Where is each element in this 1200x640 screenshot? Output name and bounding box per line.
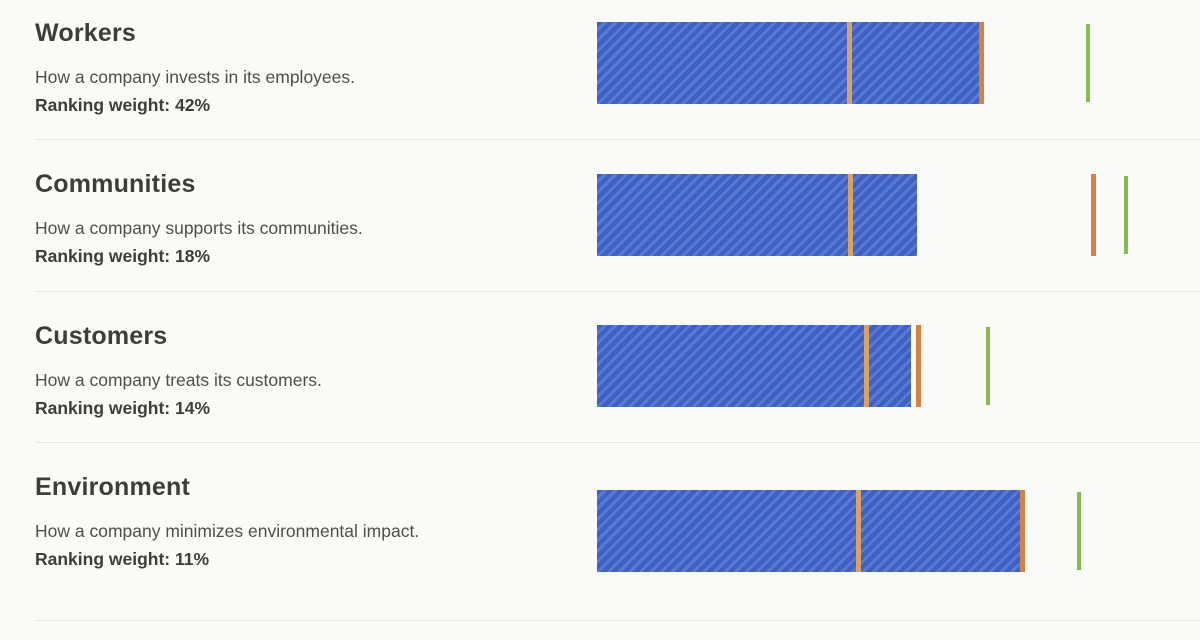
category-info: Customers How a company treats its custo…	[35, 321, 575, 420]
category-info: Environment How a company minimizes envi…	[35, 472, 575, 571]
benchmark-marker-orange-2	[979, 22, 985, 104]
score-chart	[597, 22, 1200, 104]
category-row-customers: Customers How a company treats its custo…	[0, 292, 1200, 443]
category-title: Communities	[35, 170, 196, 198]
benchmark-marker-orange-1	[864, 325, 870, 407]
category-row-environment: Environment How a company minimizes envi…	[0, 443, 1200, 621]
score-bar	[597, 174, 918, 256]
benchmark-marker-orange-1	[847, 22, 853, 104]
benchmark-marker-green	[985, 327, 990, 405]
category-row-communities: Communities How a company supports its c…	[0, 140, 1200, 292]
category-description: How a company invests in its employees.	[35, 67, 355, 87]
benchmark-marker-orange-1	[847, 174, 853, 256]
row-divider	[35, 139, 1200, 140]
category-description: How a company treats its customers.	[35, 370, 322, 390]
ranking-weight: Ranking weight: 42%	[35, 95, 211, 115]
benchmark-marker-green	[1086, 24, 1091, 102]
benchmark-marker-orange-1	[856, 490, 862, 572]
score-chart	[597, 325, 1200, 407]
category-info: Workers How a company invests in its emp…	[35, 18, 575, 117]
benchmark-marker-orange-2	[1019, 490, 1025, 572]
benchmark-marker-green	[1076, 492, 1081, 570]
row-divider	[35, 442, 1200, 443]
ranking-weight: Ranking weight: 18%	[35, 246, 211, 266]
category-info: Communities How a company supports its c…	[35, 169, 575, 268]
category-description: How a company supports its communities.	[35, 218, 363, 238]
score-chart	[597, 174, 1200, 256]
benchmark-marker-green	[1124, 176, 1129, 254]
row-divider	[35, 620, 1200, 621]
category-title: Customers	[35, 322, 168, 350]
score-chart	[597, 490, 1200, 572]
row-divider	[35, 291, 1200, 292]
category-description: How a company minimizes environmental im…	[35, 521, 420, 541]
category-title: Environment	[35, 473, 190, 501]
category-title: Workers	[35, 19, 136, 47]
category-row-workers: Workers How a company invests in its emp…	[0, 0, 1200, 140]
score-bar	[597, 22, 983, 104]
score-bar	[597, 490, 1023, 572]
benchmark-marker-orange-2	[1090, 174, 1096, 256]
benchmark-marker-orange-2	[915, 325, 921, 407]
ranking-weight: Ranking weight: 11%	[35, 549, 210, 569]
ranking-weight: Ranking weight: 14%	[35, 398, 211, 418]
score-bar	[597, 325, 912, 407]
